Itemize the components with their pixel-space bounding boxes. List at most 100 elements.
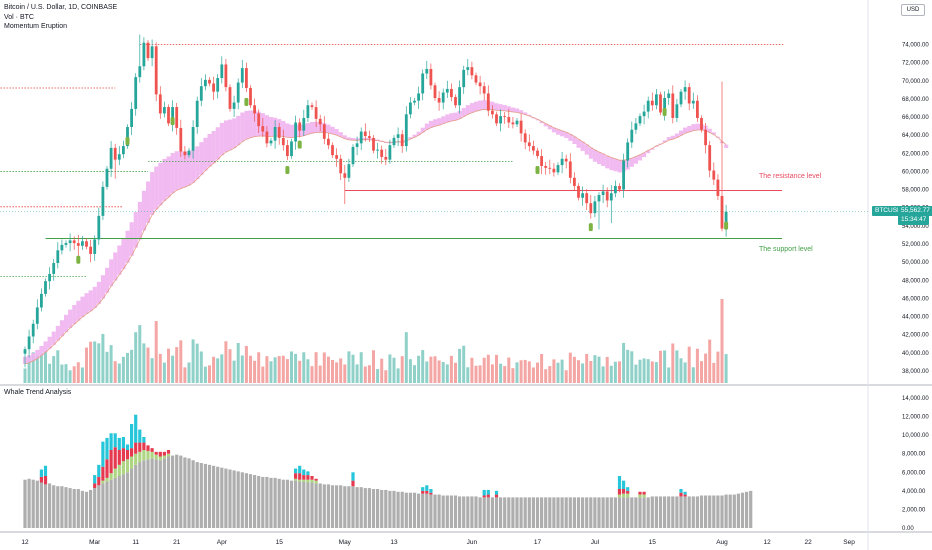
candle-body[interactable] xyxy=(257,113,261,127)
candle-body[interactable] xyxy=(249,88,252,106)
candle-body[interactable] xyxy=(220,64,224,79)
candle-body[interactable] xyxy=(277,127,281,138)
candle-body[interactable] xyxy=(261,126,265,132)
candle-body[interactable] xyxy=(273,127,277,141)
candle-body[interactable] xyxy=(650,100,654,106)
candle-body[interactable] xyxy=(35,307,39,324)
candle-body[interactable] xyxy=(183,151,187,156)
candle-body[interactable] xyxy=(507,117,511,123)
candle-body[interactable] xyxy=(327,138,330,146)
candle-body[interactable] xyxy=(454,97,457,106)
candle-body[interactable] xyxy=(281,137,285,146)
candle-body[interactable] xyxy=(27,336,31,350)
candle-body[interactable] xyxy=(618,185,621,190)
candle-body[interactable] xyxy=(335,155,338,159)
candle-body[interactable] xyxy=(708,145,712,171)
candle-body[interactable] xyxy=(429,68,433,86)
candle-body[interactable] xyxy=(478,82,482,87)
candle-body[interactable] xyxy=(470,67,474,76)
candle-body[interactable] xyxy=(208,79,211,84)
candle-body[interactable] xyxy=(236,82,240,103)
candle-body[interactable] xyxy=(105,168,109,187)
candle-body[interactable] xyxy=(199,86,203,101)
candle-body[interactable] xyxy=(384,156,388,160)
candle-body[interactable] xyxy=(31,323,35,337)
candle-body[interactable] xyxy=(158,94,162,114)
candle-body[interactable] xyxy=(445,88,449,93)
candle-body[interactable] xyxy=(171,107,174,124)
candle-body[interactable] xyxy=(679,91,683,105)
volume-indicator-legend[interactable]: Vol · BTC xyxy=(4,14,34,21)
candle-body[interactable] xyxy=(482,86,486,94)
candle-body[interactable] xyxy=(376,149,379,151)
candle-body[interactable] xyxy=(286,145,289,157)
candle-body[interactable] xyxy=(577,185,580,198)
candle-body[interactable] xyxy=(474,75,478,83)
candle-body[interactable] xyxy=(400,134,404,147)
candle-body[interactable] xyxy=(511,122,515,125)
candle-body[interactable] xyxy=(425,68,429,74)
candle-body[interactable] xyxy=(191,127,195,151)
candle-body[interactable] xyxy=(556,165,560,173)
candle-body[interactable] xyxy=(573,177,576,186)
candle-body[interactable] xyxy=(322,124,326,139)
candle-body[interactable] xyxy=(60,244,64,251)
candle-body[interactable] xyxy=(142,42,146,67)
candle-body[interactable] xyxy=(630,129,634,143)
candle-body[interactable] xyxy=(126,127,129,147)
candle-body[interactable] xyxy=(298,122,302,131)
candle-body[interactable] xyxy=(700,117,703,130)
candle-body[interactable] xyxy=(724,211,728,229)
candle-body[interactable] xyxy=(523,133,527,143)
candle-body[interactable] xyxy=(331,145,334,156)
candle-body[interactable] xyxy=(40,293,43,308)
candle-body[interactable] xyxy=(150,46,154,59)
candle-body[interactable] xyxy=(491,110,494,115)
candle-body[interactable] xyxy=(380,149,384,157)
candle-body[interactable] xyxy=(646,100,650,112)
candle-body[interactable] xyxy=(519,120,523,134)
candle-body[interactable] xyxy=(109,147,113,169)
candle-body[interactable] xyxy=(441,92,445,103)
candle-body[interactable] xyxy=(560,158,564,166)
candle-body[interactable] xyxy=(527,142,531,147)
candle-body[interactable] xyxy=(224,64,228,88)
candle-body[interactable] xyxy=(52,263,56,274)
candle-body[interactable] xyxy=(294,122,297,142)
candle-body[interactable] xyxy=(351,146,355,165)
candle-body[interactable] xyxy=(269,140,273,144)
candle-body[interactable] xyxy=(265,131,269,144)
candle-body[interactable] xyxy=(421,73,425,94)
candle-body[interactable] xyxy=(76,243,80,246)
candle-body[interactable] xyxy=(532,146,535,151)
candle-body[interactable] xyxy=(495,114,498,124)
candle-body[interactable] xyxy=(23,349,27,354)
candle-body[interactable] xyxy=(175,107,179,128)
candle-body[interactable] xyxy=(245,68,248,89)
currency-button[interactable]: USD xyxy=(901,4,925,16)
candle-body[interactable] xyxy=(663,98,666,113)
candle-body[interactable] xyxy=(388,145,392,160)
candle-body[interactable] xyxy=(232,102,236,109)
candle-body[interactable] xyxy=(253,105,256,114)
candle-body[interactable] xyxy=(515,120,519,125)
candle-body[interactable] xyxy=(691,100,695,104)
candle-body[interactable] xyxy=(368,136,371,138)
candle-body[interactable] xyxy=(318,118,322,125)
candle-body[interactable] xyxy=(113,147,117,160)
candle-body[interactable] xyxy=(548,167,552,169)
candle-body[interactable] xyxy=(683,87,687,92)
candle-body[interactable] xyxy=(486,93,490,111)
whale-pane-title[interactable]: Whale Trend Analysis xyxy=(4,389,72,396)
candle-body[interactable] xyxy=(462,69,466,88)
candle-body[interactable] xyxy=(130,108,133,128)
candle-body[interactable] xyxy=(187,150,191,156)
candle-body[interactable] xyxy=(605,191,609,201)
candle-body[interactable] xyxy=(696,100,699,118)
candle-body[interactable] xyxy=(72,240,76,244)
candle-body[interactable] xyxy=(589,203,593,214)
candle-body[interactable] xyxy=(503,116,507,118)
candle-body[interactable] xyxy=(64,243,68,245)
candle-body[interactable] xyxy=(597,195,601,202)
